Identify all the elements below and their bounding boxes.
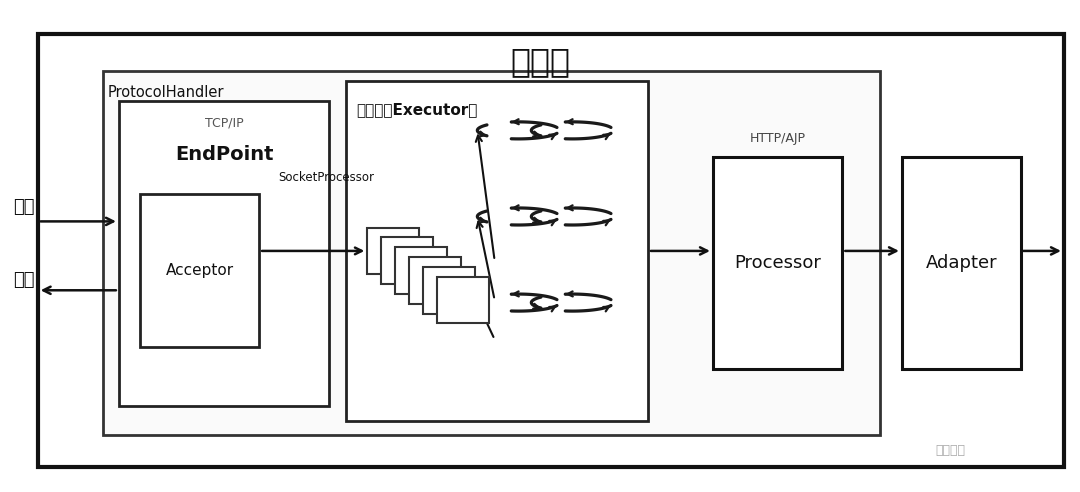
Text: 响应: 响应 [13, 272, 35, 289]
Text: HTTP/AJP: HTTP/AJP [750, 132, 806, 145]
Bar [140, 194, 259, 347]
Text: 连接器: 连接器 [510, 45, 570, 78]
Text: Acceptor: Acceptor [165, 263, 234, 278]
Bar [902, 157, 1021, 369]
Bar [367, 227, 419, 274]
Bar [119, 101, 329, 406]
Text: SocketProcessor: SocketProcessor [279, 171, 375, 184]
Bar [381, 237, 433, 284]
Bar [103, 71, 880, 435]
Text: Adapter: Adapter [926, 254, 997, 272]
Bar [395, 247, 447, 294]
Text: 请求: 请求 [13, 198, 35, 215]
Text: Processor: Processor [734, 254, 821, 272]
Bar [346, 81, 648, 421]
Bar [437, 277, 489, 324]
Bar [423, 267, 475, 314]
Text: EndPoint: EndPoint [175, 146, 273, 164]
Bar [38, 34, 1064, 467]
Text: 码哥字节: 码哥字节 [935, 444, 966, 457]
Text: ProtocolHandler: ProtocolHandler [108, 85, 225, 100]
Bar [409, 257, 461, 304]
Text: 线程池（Executor）: 线程池（Executor） [356, 102, 477, 117]
Bar [713, 157, 842, 369]
Text: TCP/IP: TCP/IP [205, 117, 243, 129]
